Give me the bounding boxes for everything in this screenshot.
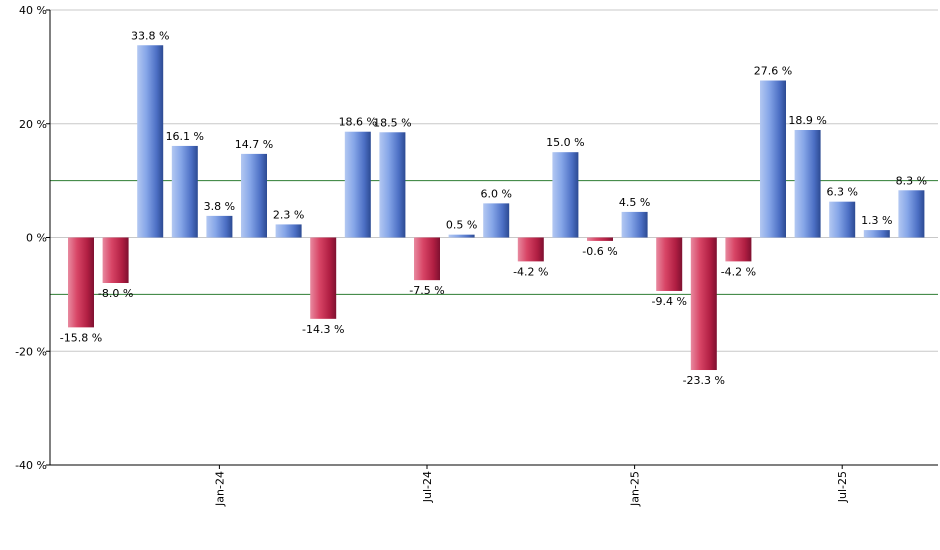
x-tick-label: Jan-24: [213, 471, 226, 507]
bar-data-label: -4.2 %: [721, 265, 756, 278]
bar-data-label: 33.8 %: [131, 29, 169, 42]
bar: [863, 230, 890, 238]
bar-data-label: -23.3 %: [683, 374, 725, 387]
bar-data-label: -15.8 %: [60, 331, 102, 344]
bar: [206, 215, 233, 238]
bars: [68, 45, 925, 371]
bar-data-label: 2.3 %: [273, 208, 304, 221]
x-tick-label: Jul-25: [836, 471, 849, 503]
bar-data-label: 4.5 %: [619, 196, 650, 209]
bar: [483, 203, 510, 238]
data-labels: -15.8 % -8.0 % 33.8 % 16.1 % 3.8 % 14.7 % 2.3 …: [60, 29, 927, 387]
bar-data-label: -8.0 %: [98, 287, 133, 300]
y-tick-label: 0 %: [26, 232, 47, 245]
bar: [344, 131, 371, 238]
bar: [241, 153, 267, 238]
bar-data-label: 27.6 %: [754, 65, 792, 78]
bar: [310, 237, 337, 319]
y-tick-label: 20 %: [19, 118, 47, 131]
bar-data-label: 18.6 %: [339, 116, 377, 129]
x-tick-label: Jan-25: [629, 471, 642, 507]
reference-lines: [50, 180, 938, 295]
bar: [379, 132, 406, 238]
bar-data-label: -4.2 %: [513, 265, 548, 278]
bar-data-label: -9.4 %: [651, 295, 686, 308]
bar-data-label: 18.5 %: [373, 116, 411, 129]
bar: [275, 224, 302, 238]
bar: [829, 201, 856, 238]
bar: [517, 237, 544, 262]
bar-data-label: 8.3 %: [896, 174, 927, 187]
bar-data-label: 6.0 %: [480, 187, 511, 200]
bar-data-label: 15.0 %: [546, 136, 584, 149]
bar-data-label: 3.8 %: [204, 200, 235, 213]
bar: [137, 45, 164, 238]
bar: [690, 237, 717, 371]
bar: [68, 237, 94, 328]
y-tick-labels: 40 % 20 % 0 % -20 % -40 %: [15, 4, 47, 472]
bar: [171, 145, 198, 238]
bar: [102, 237, 129, 283]
bar-data-label: 14.7 %: [235, 138, 273, 151]
bar-data-label: -14.3 %: [302, 323, 344, 336]
bar: [760, 80, 786, 238]
y-tick-label: -20 %: [15, 345, 47, 358]
x-tick-labels: Jan-24 Jul-24 Jan-25 Jul-25: [213, 471, 849, 507]
bar: [448, 234, 475, 238]
y-tick-label: -40 %: [15, 459, 47, 472]
bar-data-label: 0.5 %: [446, 219, 477, 232]
bar-data-label: -0.6 %: [582, 245, 617, 258]
axes: [46, 9, 938, 469]
bar: [656, 237, 683, 291]
x-tick-label: Jul-24: [421, 471, 434, 503]
y-tick-label: 40 %: [19, 4, 47, 17]
bar: [621, 211, 648, 238]
bar: [794, 130, 821, 238]
bar-data-label: 6.3 %: [826, 186, 857, 199]
bar-data-label: 1.3 %: [861, 214, 892, 227]
bar: [898, 190, 925, 238]
bar-data-label: -7.5 %: [409, 284, 444, 297]
bar-data-label: 16.1 %: [166, 130, 204, 143]
bar: [414, 237, 440, 281]
bar: [552, 152, 579, 238]
bar: [725, 237, 752, 262]
bar-data-label: 18.9 %: [788, 114, 826, 127]
bar: [587, 237, 613, 241]
